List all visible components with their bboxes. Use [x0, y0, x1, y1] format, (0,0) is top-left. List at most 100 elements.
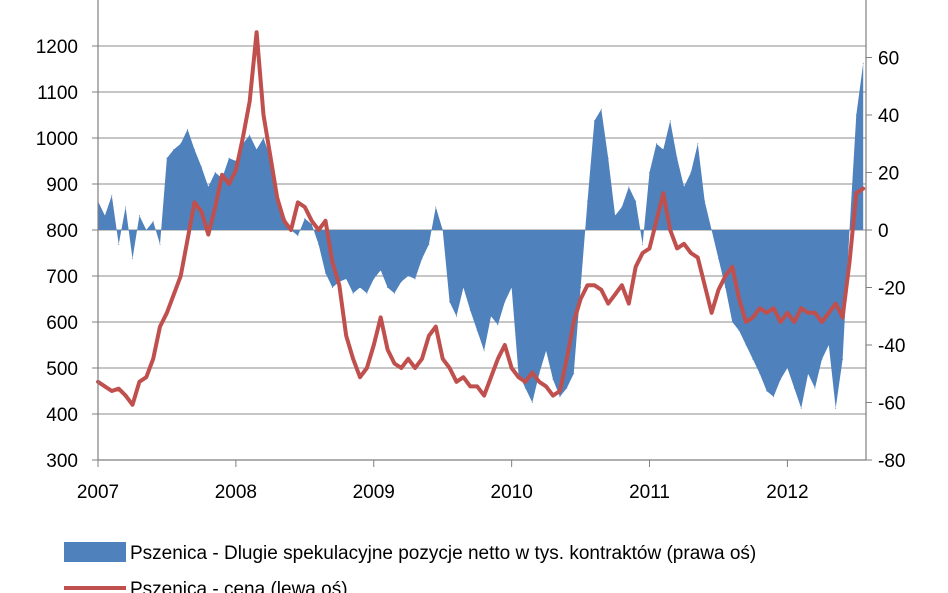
area-point	[745, 344, 747, 346]
line-point	[559, 390, 561, 392]
line-point	[414, 367, 416, 369]
line-point	[545, 385, 547, 387]
area-point	[407, 275, 409, 277]
area-point	[366, 292, 368, 294]
line-point	[621, 284, 623, 286]
line-point	[511, 367, 513, 369]
line-point	[580, 298, 582, 300]
area-point	[690, 172, 692, 173]
area-point	[449, 301, 451, 303]
line-point	[835, 303, 837, 305]
area-point	[711, 229, 713, 231]
area-point	[504, 301, 506, 303]
line-point	[132, 404, 133, 406]
line-point	[573, 321, 575, 323]
line-point	[752, 316, 754, 318]
area-point	[393, 292, 395, 294]
area-point	[718, 258, 719, 260]
area-point	[476, 330, 478, 332]
area-point	[573, 373, 575, 375]
line-point	[773, 307, 775, 309]
area-point	[200, 166, 202, 168]
area-point	[104, 215, 106, 217]
line-point	[249, 100, 251, 102]
area-point	[166, 157, 168, 159]
line-point	[552, 395, 554, 397]
line-point	[290, 229, 292, 231]
area-point	[111, 195, 113, 196]
line-point	[690, 252, 692, 254]
line-point	[214, 206, 216, 208]
line-point	[207, 234, 209, 236]
line-point	[669, 229, 671, 231]
line-point	[400, 367, 402, 369]
x-tick-label: 2010	[491, 482, 533, 503]
line-point	[531, 372, 533, 374]
area-point	[152, 220, 154, 222]
line-point	[683, 243, 685, 245]
area-point	[780, 379, 781, 380]
area-point	[759, 373, 761, 375]
x-tick-label: 2012	[766, 482, 808, 503]
line-point	[600, 289, 602, 291]
line-point	[587, 284, 588, 286]
area-point	[655, 143, 657, 145]
line-point	[490, 376, 492, 378]
x-tick-label: 2011	[629, 482, 670, 503]
line-point	[718, 289, 719, 291]
line-point	[800, 307, 802, 309]
line-point	[614, 293, 616, 295]
area-point	[214, 172, 216, 173]
line-point	[766, 312, 768, 314]
line-point	[387, 349, 389, 351]
line-point	[173, 293, 175, 295]
line-point	[862, 188, 864, 190]
area-point	[614, 215, 616, 217]
area-point	[180, 143, 182, 145]
area-point	[524, 387, 526, 389]
line-point	[738, 298, 740, 300]
area-point	[862, 62, 864, 64]
area-point	[435, 206, 437, 208]
line-point	[462, 376, 464, 378]
line-point	[152, 358, 154, 360]
line-point	[242, 137, 244, 139]
line-point	[421, 358, 423, 360]
area-point	[697, 143, 699, 145]
area-point	[628, 186, 630, 188]
area-point	[724, 287, 726, 288]
area-point	[738, 330, 740, 332]
area-point	[414, 278, 416, 280]
line-point	[138, 381, 140, 383]
area-point	[552, 379, 554, 380]
area-point	[593, 120, 595, 122]
line-point	[628, 303, 630, 305]
area-point	[373, 278, 375, 280]
area-point	[318, 243, 320, 245]
line-point	[180, 275, 182, 277]
line-point	[724, 275, 726, 277]
area-point	[173, 149, 175, 150]
line-point	[593, 284, 595, 286]
area-point	[559, 396, 561, 398]
line-point	[828, 312, 830, 314]
line-point	[263, 114, 264, 116]
line-point	[849, 261, 850, 263]
area-point	[828, 344, 830, 346]
area-point	[849, 229, 850, 231]
line-point	[842, 316, 844, 318]
line-point	[194, 201, 195, 203]
area-point	[752, 358, 754, 360]
area-point	[125, 206, 127, 208]
area-point	[138, 215, 140, 217]
y-right-tick-label: -40	[878, 336, 905, 357]
area-point	[187, 128, 189, 130]
line-point	[538, 381, 540, 383]
line-point	[159, 326, 161, 328]
area-point	[662, 149, 664, 150]
line-point	[855, 192, 857, 194]
line-point	[118, 388, 120, 390]
area-point	[297, 235, 299, 237]
line-point	[331, 261, 333, 263]
y-right-tick-label: 40	[878, 106, 899, 127]
